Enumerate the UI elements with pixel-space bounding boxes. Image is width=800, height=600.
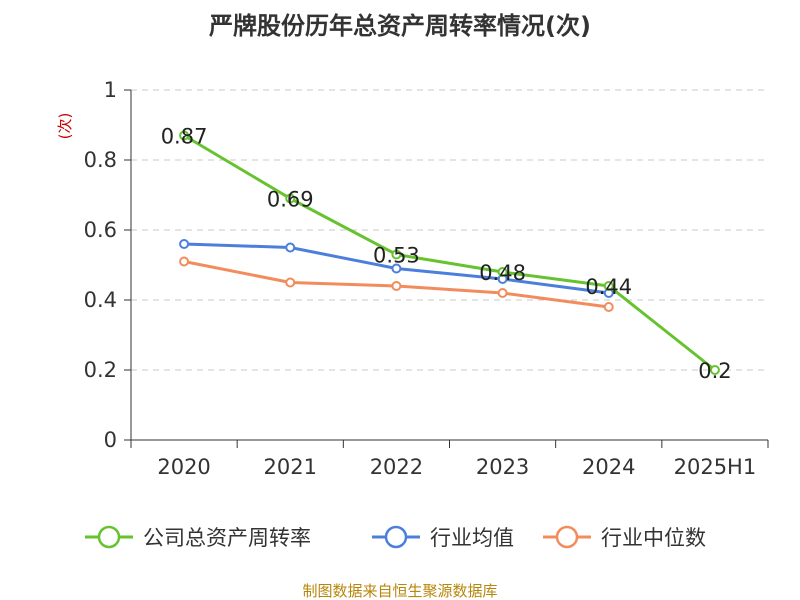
x-tick-label: 2020 bbox=[157, 455, 210, 479]
data-point bbox=[285, 277, 296, 288]
data-point bbox=[391, 263, 402, 274]
data-point bbox=[179, 239, 190, 249]
data-label: 0.53 bbox=[373, 244, 420, 268]
data-label: 0.2 bbox=[698, 359, 731, 383]
y-tick-label: 0.8 bbox=[84, 148, 117, 172]
data-point bbox=[179, 130, 190, 141]
legend-marker bbox=[97, 525, 121, 549]
data-point bbox=[285, 242, 296, 253]
data-point bbox=[285, 193, 296, 204]
data-point bbox=[391, 281, 402, 291]
y-tick-label: 0.4 bbox=[84, 288, 117, 312]
legend-label: 行业均值 bbox=[430, 526, 514, 550]
y-tick-label: 1 bbox=[104, 78, 117, 102]
y-axis-label: (次) bbox=[56, 113, 74, 140]
data-point bbox=[709, 365, 720, 375]
chart-title: 严牌股份历年总资产周转率情况(次) bbox=[209, 12, 591, 40]
data-label: 0.44 bbox=[585, 275, 632, 299]
data-label: 0.48 bbox=[479, 261, 526, 285]
data-labels: 0.87 0.69 0.53 0.48 0.44 0.2 bbox=[161, 125, 732, 384]
data-point bbox=[603, 281, 614, 291]
x-tick-label: 2023 bbox=[476, 455, 529, 479]
data-label: 0.87 bbox=[161, 125, 208, 149]
y-tick-label: 0.2 bbox=[84, 358, 117, 382]
legend-marker bbox=[555, 525, 579, 549]
series-layer bbox=[179, 130, 720, 375]
y-tick-label: 0.6 bbox=[84, 218, 117, 242]
legend-item: 行业均值 bbox=[372, 525, 514, 550]
axes: 0 0.2 0.4 0.6 0.8 1 2020 2021 2022 2023 2024 2025H1 bbox=[84, 78, 769, 479]
legend: 公司总资产周转率 行业均值 行业中位数 bbox=[85, 525, 706, 550]
legend-item: 行业中位数 bbox=[543, 525, 706, 550]
data-point bbox=[497, 267, 508, 277]
legend-item: 公司总资产周转率 bbox=[85, 525, 311, 550]
x-tick-label: 2024 bbox=[582, 455, 635, 479]
data-label: 0.69 bbox=[267, 188, 314, 212]
y-tick-label: 0 bbox=[104, 428, 117, 452]
source-note: 制图数据来自恒生聚源数据库 bbox=[302, 582, 497, 600]
data-point bbox=[603, 302, 614, 312]
legend-marker bbox=[384, 525, 408, 549]
data-point bbox=[179, 256, 190, 267]
x-tick-label: 2022 bbox=[370, 455, 423, 479]
series-line-0 bbox=[183, 134, 716, 372]
x-tick-label: 2025H1 bbox=[674, 455, 757, 479]
legend-label: 公司总资产周转率 bbox=[143, 526, 311, 550]
grid-lines bbox=[131, 89, 768, 371]
legend-label: 行业中位数 bbox=[601, 526, 706, 550]
x-tick-label: 2021 bbox=[264, 455, 317, 479]
data-point bbox=[391, 249, 402, 260]
data-point bbox=[497, 288, 508, 298]
